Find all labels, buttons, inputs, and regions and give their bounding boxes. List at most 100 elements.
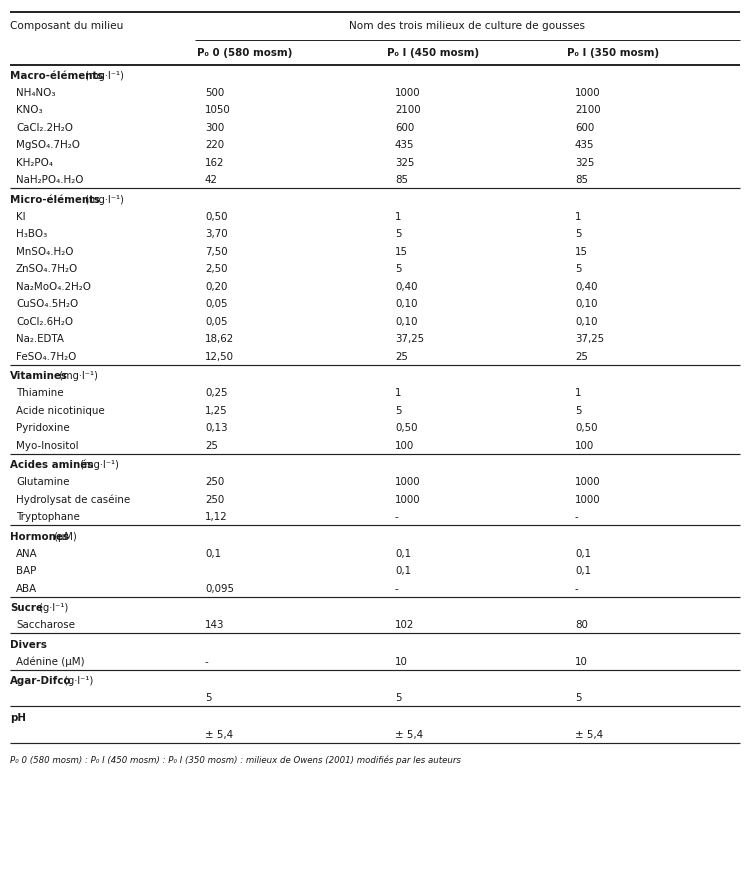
Text: 1,12: 1,12 [205,512,227,522]
Text: 0,05: 0,05 [205,317,227,326]
Text: (mg·l⁻¹): (mg·l⁻¹) [56,371,98,382]
Text: Macro-éléments: Macro-éléments [10,70,103,81]
Text: Na₂MoO₄.2H₂O: Na₂MoO₄.2H₂O [16,282,91,292]
Text: 1000: 1000 [575,495,601,505]
Text: Vitamines: Vitamines [10,371,68,382]
Text: (μM): (μM) [52,532,77,541]
Text: 143: 143 [205,620,224,631]
Text: 0,05: 0,05 [205,299,227,310]
Text: -: - [395,512,399,522]
Text: (mg·l⁻¹): (mg·l⁻¹) [82,194,123,205]
Text: 0,10: 0,10 [395,299,417,310]
Text: -: - [575,512,579,522]
Text: (mg·l⁻¹): (mg·l⁻¹) [82,70,123,81]
Text: 0,1: 0,1 [395,566,411,576]
Text: 10: 10 [395,657,408,666]
Text: -: - [575,583,579,594]
Text: 0,1: 0,1 [575,549,591,558]
Text: 0,10: 0,10 [395,317,417,326]
Text: 0,25: 0,25 [205,388,227,398]
Text: 1: 1 [575,211,581,222]
Text: BAP: BAP [16,566,37,576]
Text: FeSO₄.7H₂O: FeSO₄.7H₂O [16,351,76,362]
Text: 1: 1 [575,388,581,398]
Text: 500: 500 [205,87,224,98]
Text: KI: KI [16,211,25,222]
Text: 0,50: 0,50 [575,423,598,434]
Text: 0,1: 0,1 [395,549,411,558]
Text: Nom des trois milieux de culture de gousses: Nom des trois milieux de culture de gous… [349,21,586,31]
Text: ABA: ABA [16,583,37,594]
Text: P₀ 0 (580 mosm) : P₀ I (450 mosm) : P₀ I (350 mosm) : milieux de Owens (2001) mo: P₀ 0 (580 mosm) : P₀ I (450 mosm) : P₀ I… [10,756,461,765]
Text: 5: 5 [575,264,581,274]
Text: 18,62: 18,62 [205,334,234,344]
Text: Micro-éléments: Micro-éléments [10,194,100,205]
Text: 0,10: 0,10 [575,317,598,326]
Text: 250: 250 [205,477,224,487]
Text: 1: 1 [395,211,402,222]
Text: 80: 80 [575,620,588,631]
Text: Myo-Inositol: Myo-Inositol [16,441,79,450]
Text: P₀ I (450 mosm): P₀ I (450 mosm) [387,48,479,58]
Text: 85: 85 [575,175,588,186]
Text: 5: 5 [205,693,212,703]
Text: Sucre: Sucre [10,603,43,614]
Text: 0,50: 0,50 [205,211,227,222]
Text: CaCl₂.2H₂O: CaCl₂.2H₂O [16,123,73,133]
Text: Pyridoxine: Pyridoxine [16,423,70,434]
Text: 25: 25 [575,351,588,362]
Text: 0,40: 0,40 [575,282,598,292]
Text: Acide nicotinique: Acide nicotinique [16,406,105,416]
Text: 15: 15 [575,247,588,257]
Text: NaH₂PO₄.H₂O: NaH₂PO₄.H₂O [16,175,84,186]
Text: ± 5,4: ± 5,4 [395,730,423,739]
Text: 435: 435 [575,140,595,150]
Text: 325: 325 [575,158,595,168]
Text: Adénine (μM): Adénine (μM) [16,657,85,667]
Text: 37,25: 37,25 [395,334,424,344]
Text: 5: 5 [395,229,402,239]
Text: 435: 435 [395,140,414,150]
Text: 0,20: 0,20 [205,282,227,292]
Text: Saccharose: Saccharose [16,620,75,631]
Text: -: - [395,583,399,594]
Text: 100: 100 [395,441,414,450]
Text: 25: 25 [205,441,218,450]
Text: ZnSO₄.7H₂O: ZnSO₄.7H₂O [16,264,79,274]
Text: 300: 300 [205,123,224,133]
Text: 5: 5 [575,693,581,703]
Text: 162: 162 [205,158,224,168]
Text: 0,1: 0,1 [205,549,221,558]
Text: MgSO₄.7H₂O: MgSO₄.7H₂O [16,140,80,150]
Text: 0,1: 0,1 [575,566,591,576]
Text: Acides aminés: Acides aminés [10,460,94,470]
Text: CuSO₄.5H₂O: CuSO₄.5H₂O [16,299,79,310]
Text: 42: 42 [205,175,218,186]
Text: 0,095: 0,095 [205,583,234,594]
Text: MnSO₄.H₂O: MnSO₄.H₂O [16,247,73,257]
Text: H₃BO₃: H₃BO₃ [16,229,47,239]
Text: 3,70: 3,70 [205,229,227,239]
Text: 1000: 1000 [395,477,420,487]
Text: 0,13: 0,13 [205,423,227,434]
Text: Composant du milieu: Composant du milieu [10,21,123,31]
Text: CoCl₂.6H₂O: CoCl₂.6H₂O [16,317,73,326]
Text: 1000: 1000 [395,87,420,98]
Text: 5: 5 [395,406,402,416]
Text: Agar-Difco: Agar-Difco [10,676,72,686]
Text: 85: 85 [395,175,408,186]
Text: ANA: ANA [16,549,37,558]
Text: 1050: 1050 [205,105,230,115]
Text: 0,50: 0,50 [395,423,417,434]
Text: 25: 25 [395,351,408,362]
Text: 600: 600 [395,123,414,133]
Text: Tryptophane: Tryptophane [16,512,80,522]
Text: KNO₃: KNO₃ [16,105,43,115]
Text: 2,50: 2,50 [205,264,227,274]
Text: Divers: Divers [10,640,47,650]
Text: 600: 600 [575,123,594,133]
Text: Hydrolysat de caséine: Hydrolysat de caséine [16,494,130,505]
Text: 0,10: 0,10 [575,299,598,310]
Text: (mg·l⁻¹): (mg·l⁻¹) [76,460,118,470]
Text: 5: 5 [395,264,402,274]
